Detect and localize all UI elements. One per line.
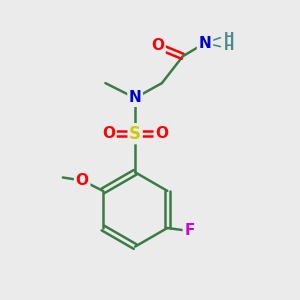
Text: F: F xyxy=(184,224,195,238)
Text: H: H xyxy=(224,31,234,44)
Text: N: N xyxy=(129,91,142,106)
Text: N: N xyxy=(199,35,212,50)
Text: S: S xyxy=(129,125,141,143)
Text: H: H xyxy=(224,40,234,53)
Text: O: O xyxy=(151,38,164,53)
Text: O: O xyxy=(76,173,89,188)
Text: O: O xyxy=(155,126,168,141)
Text: O: O xyxy=(102,126,115,141)
